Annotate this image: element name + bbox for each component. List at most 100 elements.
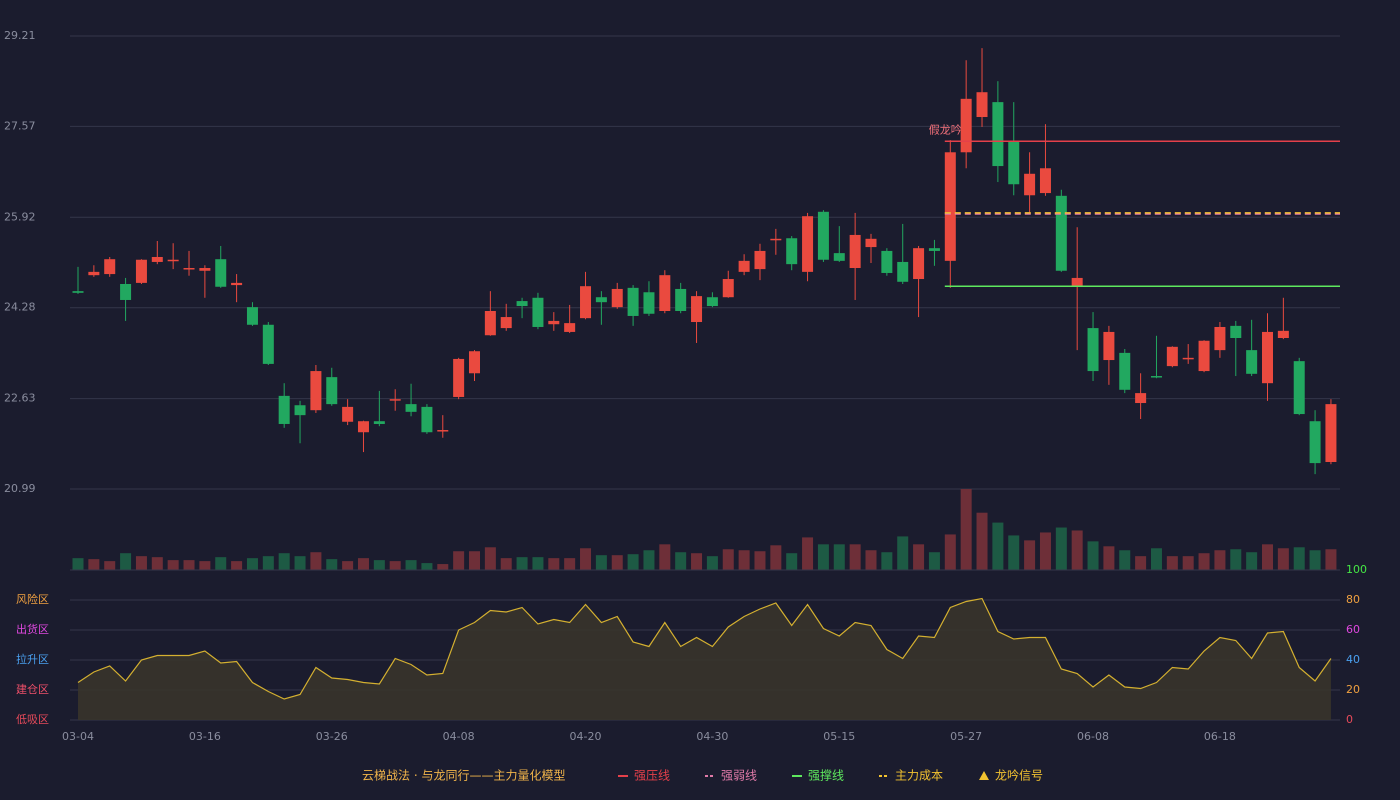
candle-body: [215, 259, 227, 287]
legend-label: 主力成本: [895, 769, 943, 783]
candle-body: [1230, 325, 1242, 338]
candle-body: [897, 261, 909, 282]
candle-body: [928, 248, 940, 251]
volume-bar: [817, 544, 829, 570]
candle-body: [1135, 393, 1147, 404]
volume-bar: [215, 557, 227, 570]
volume-bar: [421, 563, 433, 570]
volume-bar: [516, 557, 528, 570]
x-tick-label: 05-15: [823, 730, 855, 743]
legend-label: 强弱线: [721, 769, 757, 783]
volume-bar: [1150, 548, 1162, 570]
volume-bar: [564, 558, 576, 570]
y-tick-label: 20: [1346, 683, 1360, 696]
volume-bar: [231, 561, 243, 570]
volume-bar: [802, 537, 814, 570]
candle-body: [786, 238, 798, 265]
volume-bar: [405, 560, 417, 570]
candle-body: [294, 405, 306, 416]
candle-body: [738, 260, 750, 272]
volume-bar: [1293, 547, 1305, 570]
volume-bar: [1039, 532, 1051, 570]
volume-bar: [310, 552, 322, 570]
x-tick-label: 03-16: [189, 730, 221, 743]
candle-body: [754, 250, 766, 270]
volume-bar: [627, 554, 639, 570]
volume-bar: [389, 561, 401, 570]
volume-bar: [833, 544, 845, 570]
y-tick-label: 25.92: [4, 210, 36, 223]
volume-bar: [278, 553, 290, 570]
candle-body: [1214, 326, 1226, 351]
candle-body: [659, 275, 671, 311]
volume-bar: [1024, 540, 1036, 570]
candle-body: [1103, 331, 1115, 361]
volume-bar: [1135, 556, 1147, 570]
x-tick-label: 05-27: [950, 730, 982, 743]
volume-bar: [754, 551, 766, 570]
candle-body: [1277, 330, 1289, 338]
volume-bar: [595, 555, 607, 570]
volume-bar: [976, 512, 988, 570]
volume-bar: [706, 556, 718, 570]
candle-body: [120, 283, 132, 300]
candle-body: [1087, 328, 1099, 372]
candle-body: [88, 271, 100, 276]
x-tick-label: 06-18: [1204, 730, 1236, 743]
y-tick-label: 24.28: [4, 301, 36, 314]
volume-bar: [786, 553, 798, 570]
candle-body: [357, 421, 369, 433]
candle-body: [405, 404, 417, 412]
volume-bar: [262, 556, 274, 570]
volume-bar: [913, 544, 925, 570]
candle-body: [1071, 277, 1083, 287]
candle-body: [881, 250, 893, 273]
candle-body: [1198, 340, 1210, 372]
candle-body: [72, 291, 84, 293]
candle-body: [706, 297, 718, 307]
volume-bar: [1198, 553, 1210, 570]
y-tick-label: 27.57: [4, 119, 36, 132]
y-tick-label: 20.99: [4, 482, 36, 495]
zone-label: 风险区: [16, 592, 49, 606]
legend-label: 龙吟信号: [995, 768, 1043, 783]
candle-body: [532, 297, 544, 327]
candle-body: [611, 288, 623, 308]
candle-body: [580, 286, 592, 319]
volume-bar: [659, 544, 671, 570]
x-tick-label: 04-08: [443, 730, 475, 743]
candle-body: [1008, 141, 1020, 185]
volume-bar: [532, 557, 544, 570]
zone-label: 建仓区: [16, 682, 49, 696]
candle-body: [833, 253, 845, 261]
volume-bar: [1119, 550, 1131, 570]
legend-title: 云梯战法 · 与龙同行——主力量化模型: [362, 769, 565, 783]
candle-body: [151, 256, 163, 262]
volume-bar: [691, 553, 703, 570]
candle-body: [1246, 350, 1258, 374]
candle-body: [231, 282, 243, 286]
volume-bar: [1103, 546, 1115, 570]
x-tick-label: 04-20: [570, 730, 602, 743]
volume-bar: [120, 553, 132, 570]
candle-body: [1309, 421, 1321, 464]
volume-bar: [1087, 541, 1099, 570]
candle-body: [1119, 352, 1131, 390]
volume-bar: [326, 559, 338, 570]
indicator-line: [77, 597, 1332, 700]
volume-bar: [1071, 530, 1083, 570]
candle-body: [326, 377, 338, 405]
legend-label: 强压线: [634, 769, 670, 783]
volume-bar: [1246, 552, 1258, 570]
candle-body: [1024, 173, 1036, 196]
volume-bar: [72, 558, 84, 570]
candle-body: [1166, 346, 1178, 367]
volume-bar: [580, 548, 592, 570]
candle-body: [913, 248, 925, 280]
volume-bar: [1214, 550, 1226, 570]
candle-body: [548, 320, 560, 325]
volume-bar: [469, 551, 480, 570]
candle-body: [167, 259, 179, 262]
volume-bar: [1182, 556, 1194, 570]
volume-bar: [722, 549, 734, 570]
